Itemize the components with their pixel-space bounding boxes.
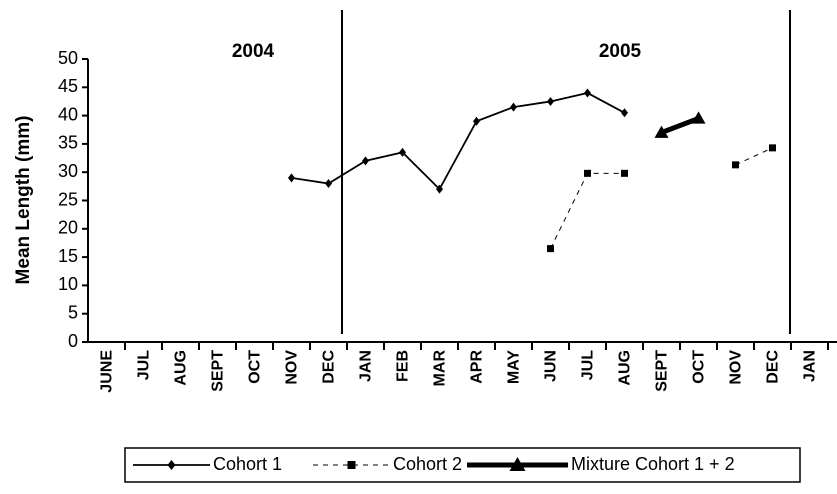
y-tick-label: 45 <box>58 76 78 96</box>
x-tick-label: DEC <box>321 350 338 384</box>
marker <box>769 144 776 152</box>
x-tick-label: DEC <box>765 350 782 384</box>
marker <box>732 161 739 169</box>
marker <box>399 147 406 157</box>
marker <box>621 169 628 177</box>
y-tick-label: 20 <box>58 218 78 238</box>
marker <box>584 169 591 177</box>
x-tick-label: JAN <box>802 350 819 382</box>
marker <box>691 111 706 124</box>
marker <box>473 116 480 126</box>
y-tick-label: 5 <box>68 302 78 322</box>
marker <box>362 156 369 166</box>
x-tick-label: AUG <box>173 350 190 386</box>
marker <box>547 96 554 106</box>
series-line <box>291 92 625 191</box>
marker <box>509 457 526 471</box>
x-tick-label: JUL <box>136 350 153 380</box>
x-tick-label: MAY <box>506 350 523 384</box>
x-tick-label: JUL <box>580 350 597 380</box>
marker <box>547 245 554 253</box>
y-tick-label: 30 <box>58 161 78 181</box>
x-tick-label: NOV <box>728 350 745 385</box>
marker <box>654 125 669 138</box>
y-tick-label: 50 <box>58 48 78 68</box>
x-tick-label: NOV <box>284 350 301 385</box>
marker <box>167 460 176 470</box>
legend-label: Mixture Cohort 1 + 2 <box>571 454 735 474</box>
x-tick-label: SEPT <box>210 350 227 392</box>
x-tick-label: APR <box>469 350 486 384</box>
series-line <box>550 147 773 249</box>
series-line <box>660 116 700 135</box>
y-tick-label: 35 <box>58 133 78 153</box>
legend-label: Cohort 2 <box>393 454 462 474</box>
x-tick-label: SEPT <box>654 350 671 392</box>
marker <box>325 179 332 189</box>
x-tick-label: JAN <box>358 350 375 382</box>
annotation: 2005 <box>599 41 642 62</box>
marker <box>621 108 628 118</box>
y-tick-label: 10 <box>58 274 78 294</box>
marker <box>436 184 443 194</box>
y-tick-label: 40 <box>58 104 78 124</box>
marker <box>288 173 295 183</box>
x-tick-label: MAR <box>432 350 449 387</box>
x-tick-label: OCT <box>691 350 708 384</box>
x-tick-label: AUG <box>617 350 634 386</box>
y-tick-label: 25 <box>58 189 78 209</box>
y-tick-label: 15 <box>58 246 78 266</box>
x-tick-label: OCT <box>247 350 264 384</box>
y-axis-title: Mean Length (mm) <box>13 116 34 285</box>
annotation: 2004 <box>232 41 275 62</box>
x-tick-label: JUNE <box>99 350 116 393</box>
y-tick-label: 0 <box>68 331 78 351</box>
legend-label: Cohort 1 <box>213 454 282 474</box>
marker <box>347 461 356 469</box>
x-tick-label: JUN <box>543 350 560 382</box>
marker <box>584 88 591 98</box>
marker <box>510 102 517 112</box>
x-tick-label: FEB <box>395 350 412 382</box>
legend-box <box>124 447 801 483</box>
